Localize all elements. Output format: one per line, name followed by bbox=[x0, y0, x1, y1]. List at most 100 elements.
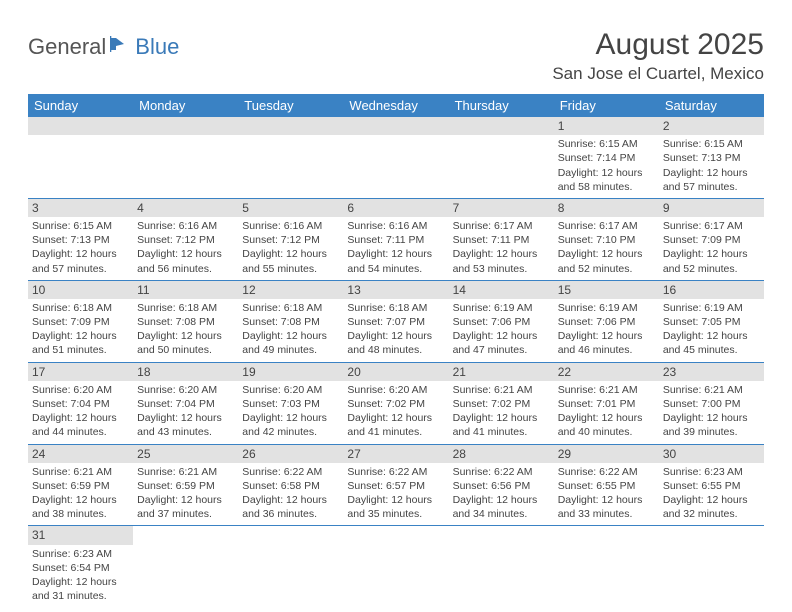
sunrise-line: Sunrise: 6:15 AM bbox=[558, 137, 655, 151]
daylight-line: and 40 minutes. bbox=[558, 425, 655, 439]
daylight-line: and 35 minutes. bbox=[347, 507, 444, 521]
calendar-table: Sunday Monday Tuesday Wednesday Thursday… bbox=[28, 94, 764, 607]
weekday-header: Friday bbox=[554, 94, 659, 117]
sunset-line: Sunset: 6:58 PM bbox=[242, 479, 339, 493]
daylight-line: Daylight: 12 hours bbox=[32, 493, 129, 507]
day-number: 27 bbox=[343, 445, 448, 463]
calendar-cell: 19Sunrise: 6:20 AMSunset: 7:03 PMDayligh… bbox=[238, 362, 343, 444]
daylight-line: and 58 minutes. bbox=[558, 180, 655, 194]
day-number: 9 bbox=[659, 199, 764, 217]
sunrise-line: Sunrise: 6:15 AM bbox=[663, 137, 760, 151]
day-number: 14 bbox=[449, 281, 554, 299]
day-number: 12 bbox=[238, 281, 343, 299]
sunrise-line: Sunrise: 6:18 AM bbox=[242, 301, 339, 315]
day-number: 18 bbox=[133, 363, 238, 381]
sunrise-line: Sunrise: 6:19 AM bbox=[663, 301, 760, 315]
day-number-empty bbox=[238, 526, 343, 544]
day-number: 29 bbox=[554, 445, 659, 463]
daylight-line: and 41 minutes. bbox=[453, 425, 550, 439]
daylight-line: Daylight: 12 hours bbox=[347, 329, 444, 343]
daylight-line: and 56 minutes. bbox=[137, 262, 234, 276]
daylight-line: Daylight: 12 hours bbox=[453, 493, 550, 507]
daylight-line: Daylight: 12 hours bbox=[347, 411, 444, 425]
daylight-line: Daylight: 12 hours bbox=[663, 247, 760, 261]
daylight-line: Daylight: 12 hours bbox=[663, 329, 760, 343]
calendar-cell: 12Sunrise: 6:18 AMSunset: 7:08 PMDayligh… bbox=[238, 280, 343, 362]
daylight-line: and 41 minutes. bbox=[347, 425, 444, 439]
calendar-cell bbox=[343, 526, 448, 607]
sunset-line: Sunset: 7:13 PM bbox=[32, 233, 129, 247]
daylight-line: and 39 minutes. bbox=[663, 425, 760, 439]
flag-icon bbox=[110, 36, 132, 57]
sunrise-line: Sunrise: 6:18 AM bbox=[32, 301, 129, 315]
calendar-cell: 6Sunrise: 6:16 AMSunset: 7:11 PMDaylight… bbox=[343, 198, 448, 280]
sunset-line: Sunset: 6:57 PM bbox=[347, 479, 444, 493]
daylight-line: and 38 minutes. bbox=[32, 507, 129, 521]
day-number: 5 bbox=[238, 199, 343, 217]
sunset-line: Sunset: 7:09 PM bbox=[663, 233, 760, 247]
sunrise-line: Sunrise: 6:22 AM bbox=[453, 465, 550, 479]
calendar-cell: 3Sunrise: 6:15 AMSunset: 7:13 PMDaylight… bbox=[28, 198, 133, 280]
day-number: 28 bbox=[449, 445, 554, 463]
daylight-line: Daylight: 12 hours bbox=[32, 329, 129, 343]
calendar-cell bbox=[238, 526, 343, 607]
daylight-line: and 53 minutes. bbox=[453, 262, 550, 276]
daylight-line: and 33 minutes. bbox=[558, 507, 655, 521]
sunset-line: Sunset: 7:07 PM bbox=[347, 315, 444, 329]
calendar-cell: 7Sunrise: 6:17 AMSunset: 7:11 PMDaylight… bbox=[449, 198, 554, 280]
day-number: 6 bbox=[343, 199, 448, 217]
day-number-empty bbox=[133, 526, 238, 544]
sunset-line: Sunset: 7:10 PM bbox=[558, 233, 655, 247]
calendar-cell bbox=[343, 117, 448, 198]
daylight-line: and 45 minutes. bbox=[663, 343, 760, 357]
sunset-line: Sunset: 7:03 PM bbox=[242, 397, 339, 411]
daylight-line: and 52 minutes. bbox=[558, 262, 655, 276]
daylight-line: and 34 minutes. bbox=[453, 507, 550, 521]
calendar-cell: 9Sunrise: 6:17 AMSunset: 7:09 PMDaylight… bbox=[659, 198, 764, 280]
sunset-line: Sunset: 7:04 PM bbox=[32, 397, 129, 411]
sunset-line: Sunset: 7:06 PM bbox=[558, 315, 655, 329]
daylight-line: and 43 minutes. bbox=[137, 425, 234, 439]
day-number: 23 bbox=[659, 363, 764, 381]
sunrise-line: Sunrise: 6:22 AM bbox=[242, 465, 339, 479]
daylight-line: and 55 minutes. bbox=[242, 262, 339, 276]
daylight-line: Daylight: 12 hours bbox=[453, 247, 550, 261]
sunrise-line: Sunrise: 6:23 AM bbox=[663, 465, 760, 479]
calendar-cell: 15Sunrise: 6:19 AMSunset: 7:06 PMDayligh… bbox=[554, 280, 659, 362]
day-number: 25 bbox=[133, 445, 238, 463]
sunset-line: Sunset: 7:09 PM bbox=[32, 315, 129, 329]
daylight-line: and 48 minutes. bbox=[347, 343, 444, 357]
calendar-cell: 24Sunrise: 6:21 AMSunset: 6:59 PMDayligh… bbox=[28, 444, 133, 526]
sunrise-line: Sunrise: 6:19 AM bbox=[558, 301, 655, 315]
calendar-row: 3Sunrise: 6:15 AMSunset: 7:13 PMDaylight… bbox=[28, 198, 764, 280]
daylight-line: Daylight: 12 hours bbox=[137, 411, 234, 425]
sunset-line: Sunset: 7:00 PM bbox=[663, 397, 760, 411]
daylight-line: and 42 minutes. bbox=[242, 425, 339, 439]
calendar-cell: 17Sunrise: 6:20 AMSunset: 7:04 PMDayligh… bbox=[28, 362, 133, 444]
calendar-cell bbox=[659, 526, 764, 607]
day-number: 17 bbox=[28, 363, 133, 381]
daylight-line: Daylight: 12 hours bbox=[558, 329, 655, 343]
sunset-line: Sunset: 7:06 PM bbox=[453, 315, 550, 329]
sunset-line: Sunset: 7:04 PM bbox=[137, 397, 234, 411]
daylight-line: and 54 minutes. bbox=[347, 262, 444, 276]
daylight-line: and 36 minutes. bbox=[242, 507, 339, 521]
daylight-line: Daylight: 12 hours bbox=[558, 493, 655, 507]
weekday-header: Sunday bbox=[28, 94, 133, 117]
sunrise-line: Sunrise: 6:21 AM bbox=[453, 383, 550, 397]
location: San Jose el Cuartel, Mexico bbox=[552, 64, 764, 84]
calendar-cell bbox=[554, 526, 659, 607]
sunrise-line: Sunrise: 6:15 AM bbox=[32, 219, 129, 233]
calendar-cell: 8Sunrise: 6:17 AMSunset: 7:10 PMDaylight… bbox=[554, 198, 659, 280]
sunset-line: Sunset: 7:13 PM bbox=[663, 151, 760, 165]
sunrise-line: Sunrise: 6:17 AM bbox=[558, 219, 655, 233]
sunset-line: Sunset: 6:56 PM bbox=[453, 479, 550, 493]
daylight-line: Daylight: 12 hours bbox=[663, 411, 760, 425]
calendar-row: 31Sunrise: 6:23 AMSunset: 6:54 PMDayligh… bbox=[28, 526, 764, 607]
sunset-line: Sunset: 6:54 PM bbox=[32, 561, 129, 575]
logo: General Blue bbox=[28, 34, 179, 60]
calendar-cell: 18Sunrise: 6:20 AMSunset: 7:04 PMDayligh… bbox=[133, 362, 238, 444]
sunset-line: Sunset: 6:55 PM bbox=[558, 479, 655, 493]
daylight-line: Daylight: 12 hours bbox=[242, 411, 339, 425]
calendar-row: 17Sunrise: 6:20 AMSunset: 7:04 PMDayligh… bbox=[28, 362, 764, 444]
